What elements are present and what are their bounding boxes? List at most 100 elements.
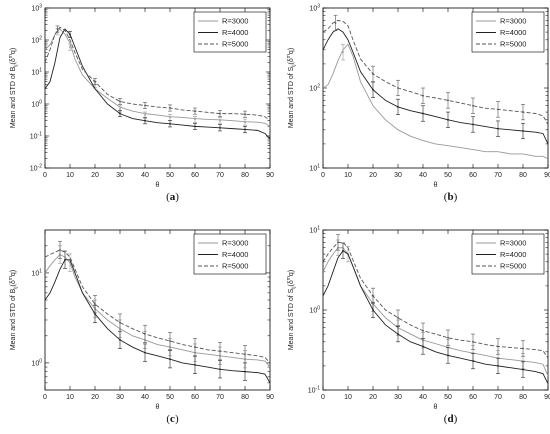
x-tick-label: 80 [241, 394, 249, 401]
error-bar [371, 81, 375, 98]
error-bar [218, 117, 222, 125]
data-point [522, 368, 524, 371]
error-bar [218, 360, 222, 379]
legend-label-2: R=4000 [222, 28, 248, 37]
data-point [144, 351, 146, 354]
data-point [194, 125, 196, 128]
data-point [194, 118, 196, 121]
data-point [144, 104, 146, 107]
error-bar [218, 124, 222, 132]
y-axis-label: Mean and STD of Bij(δmq) [8, 270, 19, 350]
error-bar [68, 30, 72, 38]
data-point [194, 346, 196, 348]
data-point [447, 354, 449, 357]
data-point [447, 99, 449, 102]
data-point [64, 258, 66, 261]
data-point [244, 113, 246, 116]
data-point [169, 358, 171, 361]
series-line-3 [323, 241, 548, 359]
data-point [56, 28, 59, 30]
data-point [497, 365, 499, 367]
x-tick-label: 50 [166, 394, 174, 401]
data-point [59, 249, 61, 251]
error-bar [371, 287, 375, 304]
data-point [472, 340, 474, 343]
error-bar [496, 357, 500, 374]
error-bar [471, 333, 475, 350]
x-tick-label: 10 [66, 172, 74, 179]
error-bar [168, 104, 172, 112]
data-point [397, 106, 399, 108]
x-tick-label: 10 [66, 394, 74, 401]
data-point [194, 110, 196, 112]
data-point [472, 104, 474, 107]
y-tick-label: 102 [309, 84, 320, 93]
error-bar [58, 240, 62, 259]
x-tick-label: 50 [444, 172, 452, 179]
data-point [447, 118, 449, 121]
data-point [144, 119, 146, 122]
data-point [119, 321, 121, 324]
error-bar [521, 340, 525, 357]
x-tick-label: 60 [191, 172, 199, 179]
data-point [219, 112, 221, 115]
x-tick-label: 0 [321, 172, 325, 179]
error-bar [496, 101, 500, 118]
error-bar [193, 116, 197, 123]
data-point [422, 345, 424, 348]
x-tick-label: 80 [241, 172, 249, 179]
data-point [422, 329, 424, 332]
series-line-2 [45, 259, 270, 384]
data-point [144, 114, 146, 116]
x-tick-label: 40 [419, 172, 427, 179]
y-tick-label: 101 [309, 226, 320, 235]
panel-caption: (c) [166, 413, 179, 425]
error-bar [168, 350, 172, 369]
data-point [522, 347, 524, 350]
x-tick-label: 70 [494, 394, 502, 401]
data-point [497, 127, 499, 130]
error-bar [521, 361, 525, 378]
series-line-2 [45, 28, 270, 140]
legend-label-1: R=3000 [500, 239, 526, 248]
error-bar [471, 353, 475, 370]
data-point [219, 119, 221, 122]
y-tick-label: 100 [31, 100, 42, 109]
data-point [447, 336, 449, 339]
x-tick-label: 60 [469, 172, 477, 179]
error-bar [218, 342, 222, 361]
x-axis-label: θ [156, 404, 160, 411]
x-tick-label: 10 [344, 394, 352, 401]
panel-caption: (b) [444, 191, 458, 203]
data-point [372, 295, 374, 297]
error-bar [496, 338, 500, 355]
y-tick-label: 101 [31, 68, 42, 77]
panel-caption: (a) [166, 191, 179, 203]
error-bar [55, 25, 60, 33]
y-axis-label: Mean and STD of Sij(δmq) [286, 270, 297, 350]
data-point [194, 364, 196, 366]
data-point [472, 123, 474, 126]
data-point [94, 80, 96, 83]
chart-panel-b: 101 102 103 0 10 20 30 40 50 60 70 80 90 θ Mean and ST… [286, 4, 550, 204]
data-point [94, 313, 96, 315]
error-bar [371, 65, 375, 82]
data-point [119, 339, 121, 341]
error-bar [68, 43, 72, 51]
legend-label-3: R=5000 [500, 40, 526, 49]
x-tick-label: 10 [344, 172, 352, 179]
data-point [169, 122, 171, 125]
series-line-1 [323, 247, 548, 377]
series-line-1 [45, 254, 270, 368]
x-tick-label: 50 [444, 394, 452, 401]
series-line-3 [323, 19, 548, 125]
error-bar [193, 107, 197, 115]
data-point [337, 241, 339, 244]
data-point [334, 22, 337, 24]
error-bar [521, 122, 525, 140]
data-point [244, 353, 246, 356]
x-axis-label: θ [156, 182, 160, 189]
x-tick-label: 20 [369, 394, 377, 401]
x-tick-label: 90 [266, 172, 274, 179]
